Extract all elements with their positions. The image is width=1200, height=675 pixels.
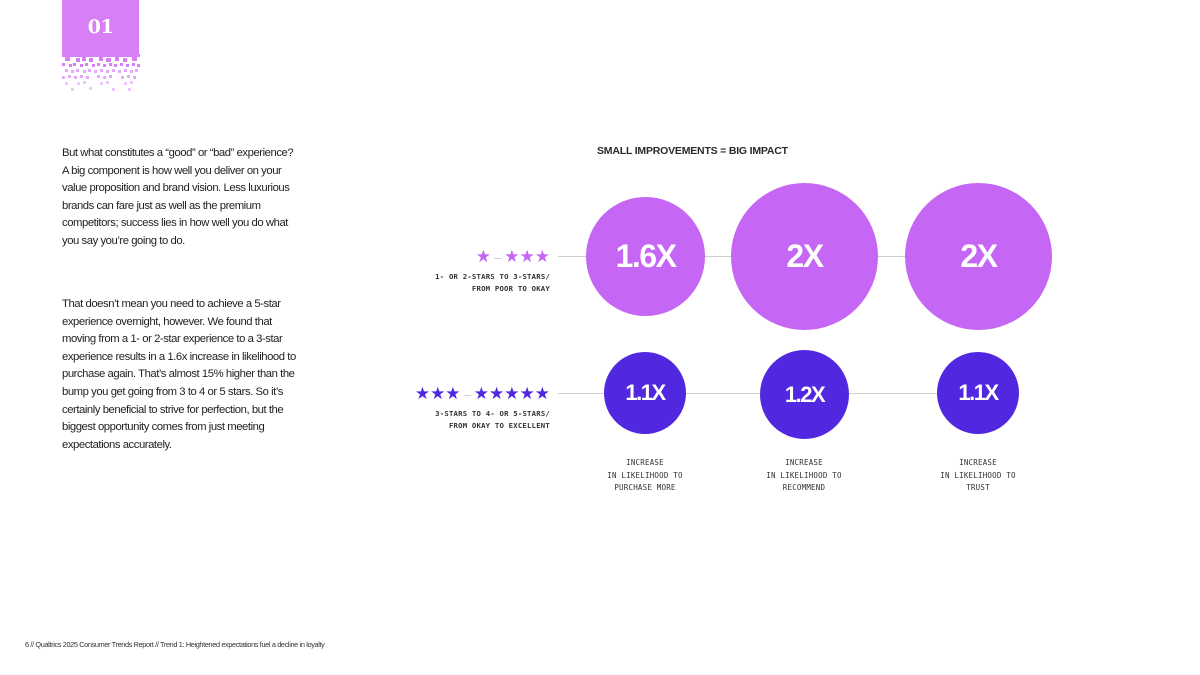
row-1-label: ★ – ★★★ 1- OR 2-STARS TO 3-STARS/ FROM POO… — [435, 248, 550, 294]
star-icon: ★★★ — [414, 384, 461, 403]
metric-circle-recommend-row1: 2X — [731, 183, 878, 330]
paragraph-text: That doesn’t mean you need to achieve a … — [62, 298, 296, 451]
caption-line: IN LIKELIHOOD TO — [607, 470, 683, 480]
column-caption-recommend: INCREASE IN LIKELIHOOD TO RECOMMEND — [724, 457, 884, 495]
caption-line: TRUST — [966, 483, 990, 492]
row-2-caption: 3-STARS TO 4- OR 5-STARS/ FROM OKAY TO E… — [415, 408, 550, 431]
metric-circle-recommend-row2: 1.2X — [760, 350, 849, 439]
star-icon: ★★★★★ — [473, 384, 550, 403]
row-1-caption: 1- OR 2-STARS TO 3-STARS/ FROM POOR TO O… — [435, 271, 550, 294]
column-caption-purchase: INCREASE IN LIKELIHOOD TO PURCHASE MORE — [565, 457, 725, 495]
body-paragraph-2: That doesn’t mean you need to achieve a … — [62, 296, 298, 454]
page-footer: 6 // Qualtrics 2025 Consumer Trends Repo… — [25, 640, 325, 649]
metric-circle-trust-row1: 2X — [905, 183, 1052, 330]
row-2-label: ★★★ – ★★★★★ 3-STARS TO 4- OR 5-STARS/ FROM… — [415, 385, 550, 431]
pixel-fade-decoration — [62, 54, 140, 91]
caption-line: INCREASE — [626, 458, 664, 467]
caption-line: INCREASE — [959, 458, 997, 467]
metric-value: 1.6X — [615, 238, 677, 274]
metric-circle-trust-row2: 1.1X — [937, 352, 1019, 434]
section-number-tag: 01 — [62, 0, 139, 54]
caption-line: IN LIKELIHOOD TO — [940, 470, 1016, 480]
column-caption-trust: INCREASE IN LIKELIHOOD TO TRUST — [898, 457, 1058, 495]
body-paragraph-1: But what constitutes a “good” or “bad” e… — [62, 145, 298, 251]
metric-value: 2X — [786, 238, 824, 274]
metric-value: 2X — [960, 238, 998, 274]
caption-line: FROM OKAY TO EXCELLENT — [448, 420, 550, 430]
star-rating-okay-to-excellent: ★★★ – ★★★★★ — [415, 385, 550, 404]
caption-line: RECOMMEND — [782, 483, 826, 492]
metric-circle-purchase-row2: 1.1X — [604, 352, 686, 434]
metric-circle-purchase-row1: 1.6X — [586, 197, 705, 316]
caption-line: FROM POOR TO OKAY — [471, 283, 550, 293]
dash-separator: – — [494, 250, 502, 265]
metric-value: 1.1X — [958, 380, 999, 405]
caption-line: INCREASE — [785, 458, 823, 467]
section-number: 01 — [87, 16, 114, 38]
metric-value: 1.1X — [625, 380, 666, 405]
metric-value: 1.2X — [784, 381, 826, 407]
star-rating-poor-to-okay: ★ – ★★★ — [435, 248, 550, 267]
infographic-title: SMALL IMPROVEMENTS = BIG IMPACT — [597, 145, 788, 157]
star-icon: ★ — [475, 247, 492, 266]
caption-line: 3-STARS TO 4- OR 5-STARS/ — [435, 409, 550, 418]
dash-separator: – — [463, 387, 471, 402]
star-icon: ★★★ — [504, 247, 550, 266]
caption-line: IN LIKELIHOOD TO — [766, 470, 842, 480]
caption-line: PURCHASE MORE — [614, 483, 676, 492]
paragraph-text: But what constitutes a “good” or “bad” e… — [62, 147, 294, 247]
caption-line: 1- OR 2-STARS TO 3-STARS/ — [435, 272, 550, 281]
